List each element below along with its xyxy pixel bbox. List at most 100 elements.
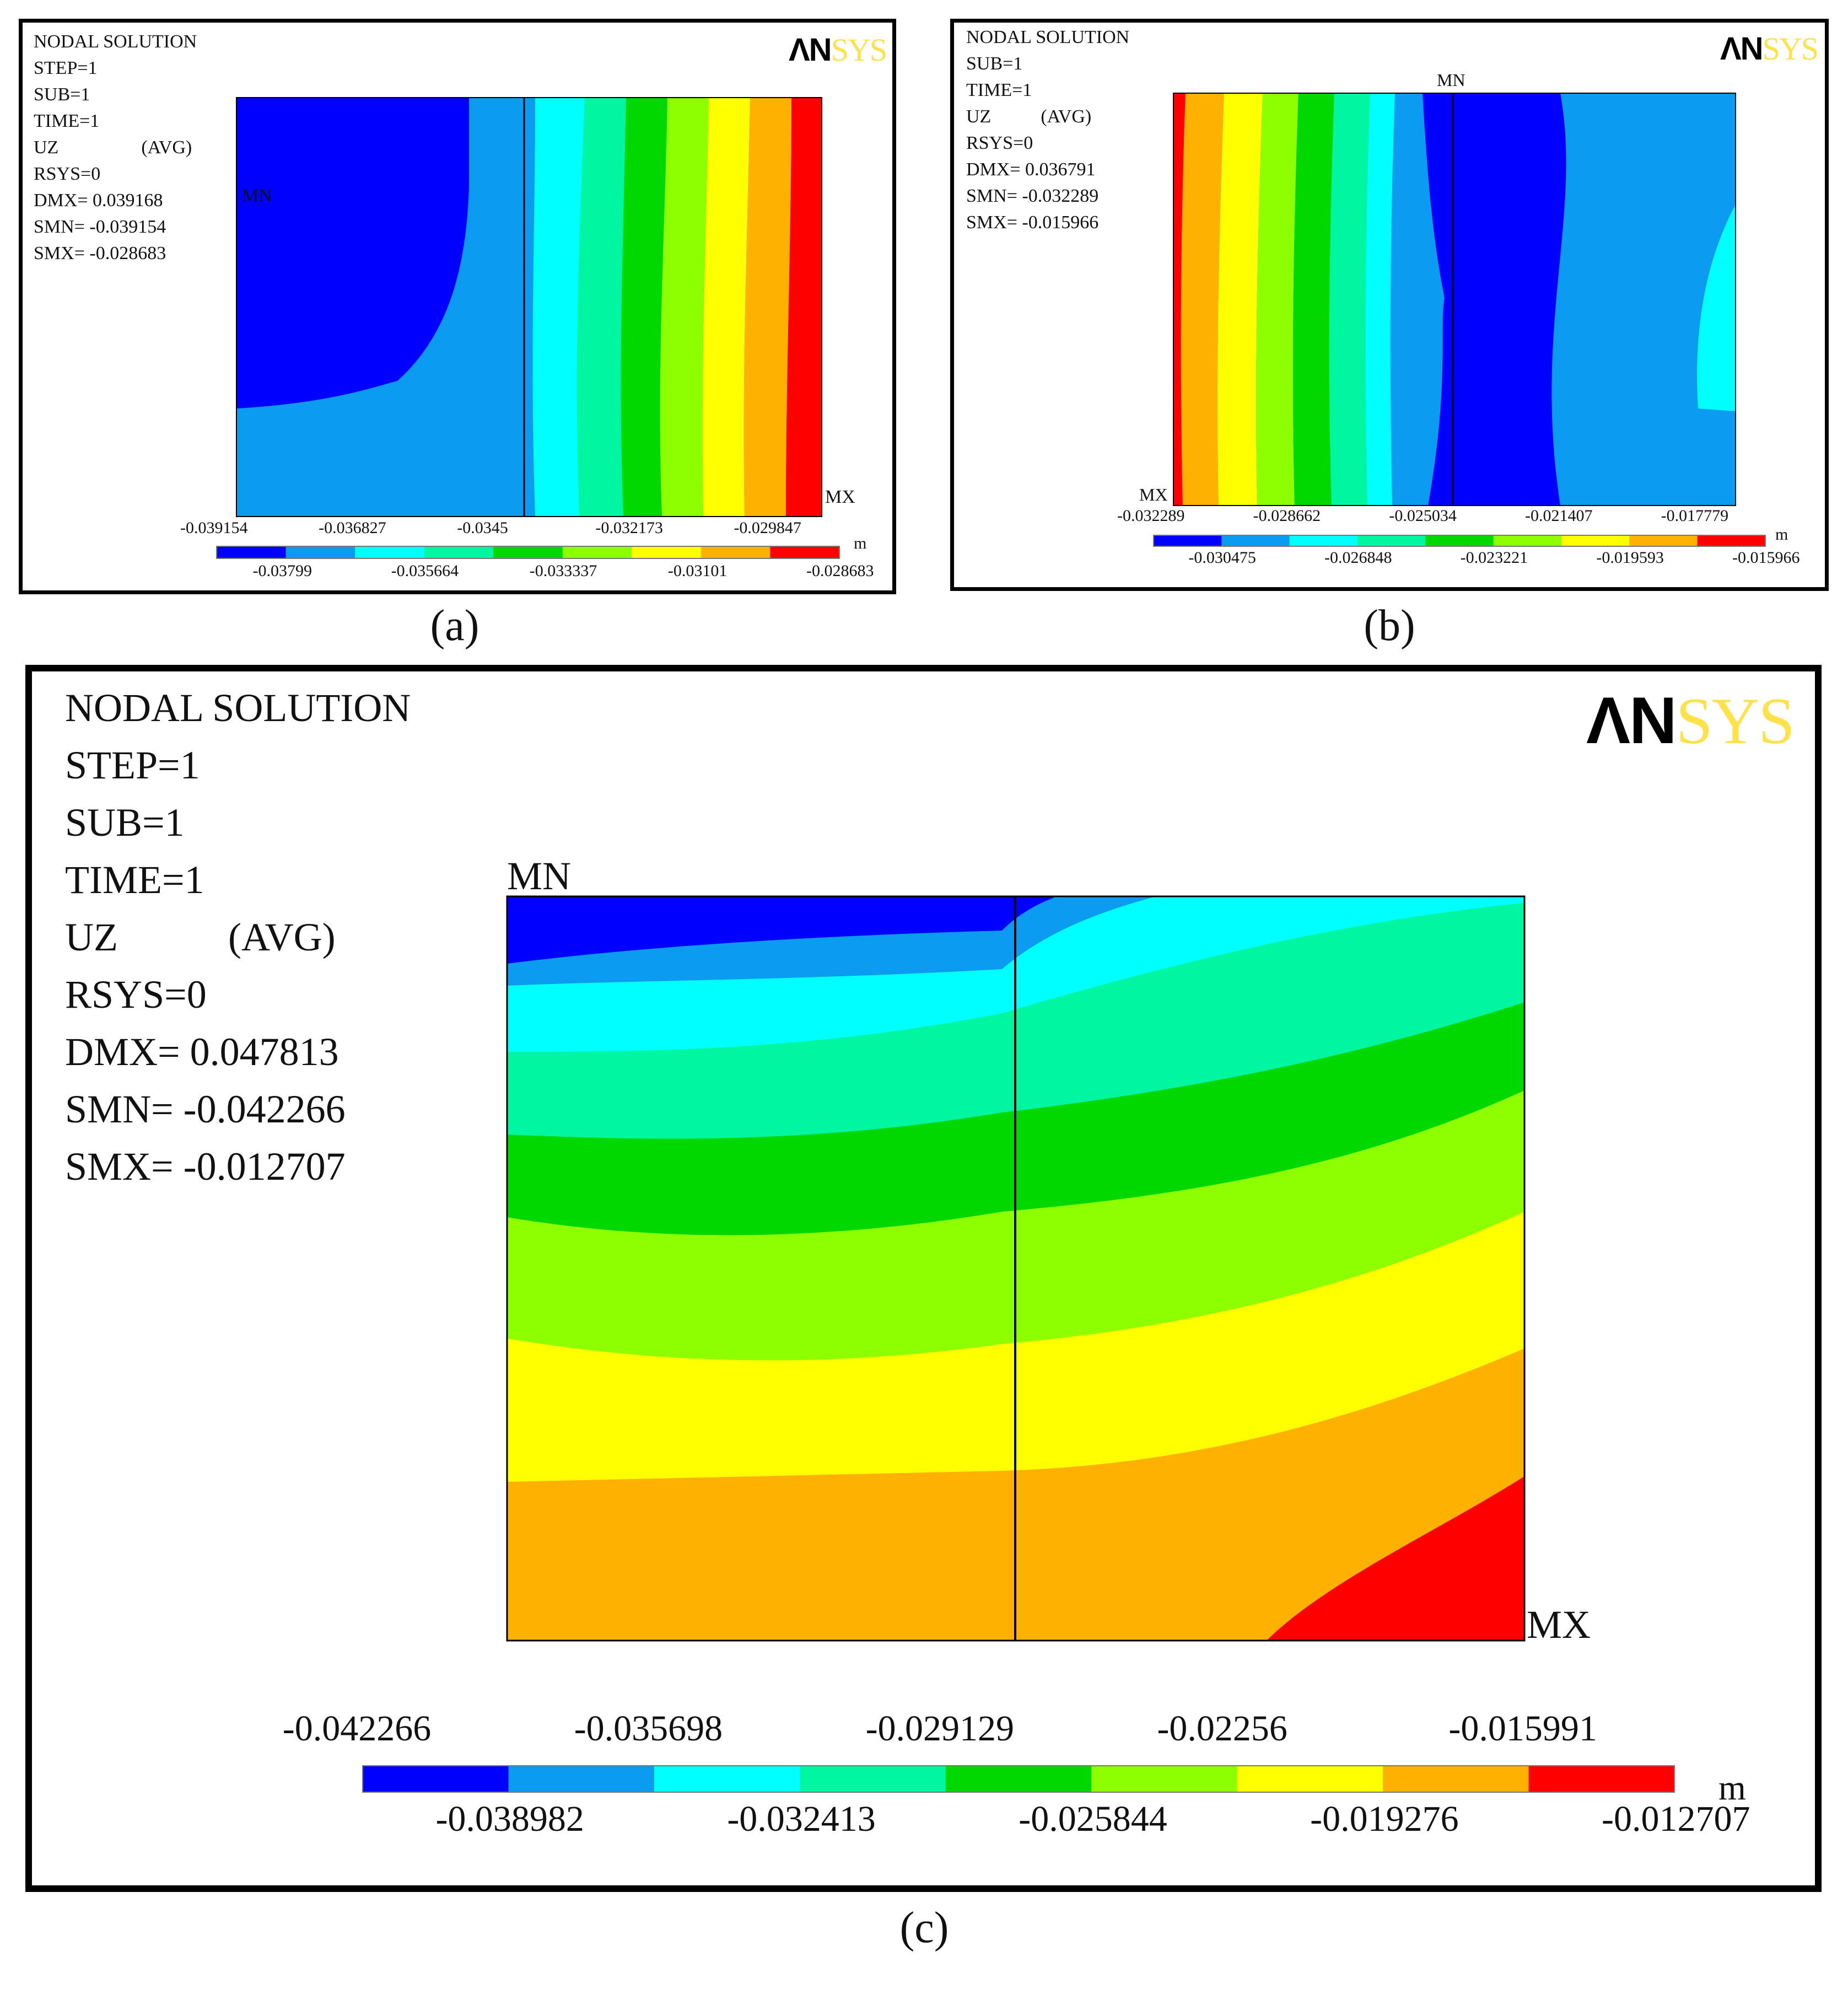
legend-bottom-label-a-3: -0.033337 [529, 562, 597, 580]
uz-b: UZ [966, 106, 992, 127]
band-b-9 [1173, 93, 1186, 506]
unit-c: m [1718, 1768, 1746, 1807]
band-a-3 [532, 98, 585, 517]
legend-bottom-label-b-2: -0.026848 [1324, 549, 1392, 567]
legend-swatch-c-7 [1237, 1766, 1383, 1792]
legend-swatch-a-4 [424, 546, 494, 558]
legend-swatch-c-1 [363, 1766, 509, 1792]
legend-bottom-label-c-2: -0.032413 [727, 1799, 876, 1839]
contour-plot-a [216, 97, 840, 559]
rsys-a: RSYS=0 [34, 164, 101, 184]
smx-b: SMX= -0.015966 [966, 212, 1099, 233]
dmx-a: DMX= 0.039168 [34, 190, 163, 211]
legend-top-label-b-4: -0.021407 [1525, 507, 1593, 525]
dmx-c: DMX= 0.047813 [65, 1030, 339, 1074]
legend-swatch-c-3 [654, 1766, 800, 1792]
sub-c: SUB=1 [65, 800, 185, 845]
band-a-4 [577, 98, 626, 517]
title-a: NODAL SOLUTION [34, 31, 197, 52]
mx-marker-b: MX [1139, 485, 1168, 504]
subfigure-label-b: (b) [1364, 601, 1415, 650]
smn-a: SMN= -0.039154 [34, 217, 166, 237]
subfigure-label-c: (c) [899, 1904, 949, 1952]
ansys-logo-b: ΛNSYS [1720, 30, 1819, 67]
mx-marker-a: MX [825, 487, 855, 507]
legend-swatch-b-4 [1357, 535, 1426, 546]
sub-a: SUB=1 [34, 84, 90, 105]
legend-bottom-label-c-5: -0.012707 [1602, 1799, 1750, 1839]
legend-swatch-b-2 [1221, 535, 1290, 546]
legend-bottom-label-a-5: -0.028683 [806, 562, 874, 580]
legend-bottom-label-b-1: -0.030475 [1188, 549, 1256, 567]
legend-swatch-b-8 [1629, 535, 1698, 546]
band-b-8 [1181, 93, 1224, 506]
info-block-c: NODAL SOLUTION STEP=1 SUB=1 TIME=1 UZ (AV… [65, 688, 411, 1186]
legend-top-label-a-5: -0.029847 [734, 519, 801, 537]
legend-bottom-label-b-3: -0.023221 [1460, 549, 1528, 567]
band-b-3b [1697, 205, 1736, 411]
legend-swatch-b-9 [1697, 535, 1766, 546]
logo-sys-a: SYS [831, 32, 887, 68]
legend-top-label-a-4: -0.032173 [595, 519, 663, 537]
legend-swatch-c-8 [1383, 1766, 1529, 1792]
legend-swatch-b-5 [1425, 535, 1494, 546]
unit-a: m [854, 534, 867, 552]
smx-a: SMX= -0.028683 [34, 243, 166, 264]
legend-swatch-a-7 [632, 546, 702, 558]
legend-swatch-b-7 [1561, 535, 1630, 546]
ansys-logo-a: ΛNSYS [789, 31, 887, 68]
title-c: NODAL SOLUTION [65, 686, 411, 730]
contour-plot-c [362, 895, 1675, 1793]
legend-top-label-c-3: -0.029129 [865, 1708, 1015, 1749]
logo-an-c: ΛN [1586, 684, 1677, 757]
step-a: STEP=1 [34, 58, 98, 78]
step-c: STEP=1 [65, 743, 200, 787]
time-c: TIME=1 [65, 858, 204, 902]
legend-bottom-label-c-3: -0.025844 [1019, 1799, 1167, 1839]
legend-bottom-label-b-5: -0.015966 [1732, 549, 1800, 567]
plot-border-a [236, 97, 822, 517]
avg-b: (AVG) [1041, 106, 1092, 127]
unit-b: m [1775, 525, 1788, 544]
legend-bar-a [216, 546, 840, 559]
band-a-8 [743, 98, 791, 517]
band-a-9 [786, 98, 822, 517]
legend-border-b [1153, 535, 1766, 547]
legend-swatch-c-5 [945, 1766, 1092, 1792]
mx-marker-c: MX [1527, 1603, 1591, 1647]
panel-c: NODAL SOLUTION STEP=1 SUB=1 TIME=1 UZ (AV… [25, 665, 1822, 1892]
band-b-7 [1217, 93, 1263, 506]
band-b-3 [1365, 93, 1395, 506]
legend-border-a [216, 546, 840, 559]
logo-an-a: ΛN [789, 32, 832, 68]
legend-swatch-b-6 [1493, 535, 1562, 546]
legend-swatch-a-8 [701, 546, 771, 558]
dmx-b: DMX= 0.036791 [966, 159, 1096, 180]
legend-top-label-b-3: -0.025034 [1389, 507, 1457, 525]
info-block-a: NODAL SOLUTION STEP=1 SUB=1 TIME=1 UZ (AV… [34, 33, 197, 263]
legend-swatch-a-1 [217, 546, 287, 558]
band-b-1 [1423, 93, 1566, 506]
legend-top-label-c-4: -0.02256 [1157, 1708, 1287, 1749]
smn-c: SMN= -0.042266 [65, 1087, 346, 1131]
legend-top-label-a-2: -0.036827 [319, 519, 386, 537]
legend-bar-b [1153, 535, 1766, 547]
legend-swatch-c-4 [800, 1766, 946, 1792]
mn-marker-c: MN [507, 854, 572, 898]
title-b: NODAL SOLUTION [966, 27, 1130, 47]
mn-marker-a: MN [242, 186, 272, 206]
band-c-1 [507, 896, 1057, 964]
band-a-7 [702, 98, 750, 517]
avg-a: (AVG) [141, 137, 192, 158]
legend-top-label-c-2: -0.035698 [574, 1708, 723, 1749]
legend-top-label-c-5: -0.015991 [1448, 1708, 1597, 1749]
legend-bottom-label-a-4: -0.03101 [667, 562, 728, 580]
band-c-9 [1267, 1476, 1524, 1641]
legend-top-label-a-3: -0.0345 [457, 519, 508, 537]
avg-c: (AVG) [228, 915, 336, 959]
legend-swatch-a-9 [770, 546, 840, 558]
panel-b: NODAL SOLUTION SUB=1 TIME=1 UZ (AVG) RSYS… [950, 19, 1829, 591]
contour-plot-b [1153, 93, 1766, 547]
legend-top-label-c-1: -0.042266 [282, 1708, 432, 1749]
band-b-5 [1292, 93, 1334, 506]
